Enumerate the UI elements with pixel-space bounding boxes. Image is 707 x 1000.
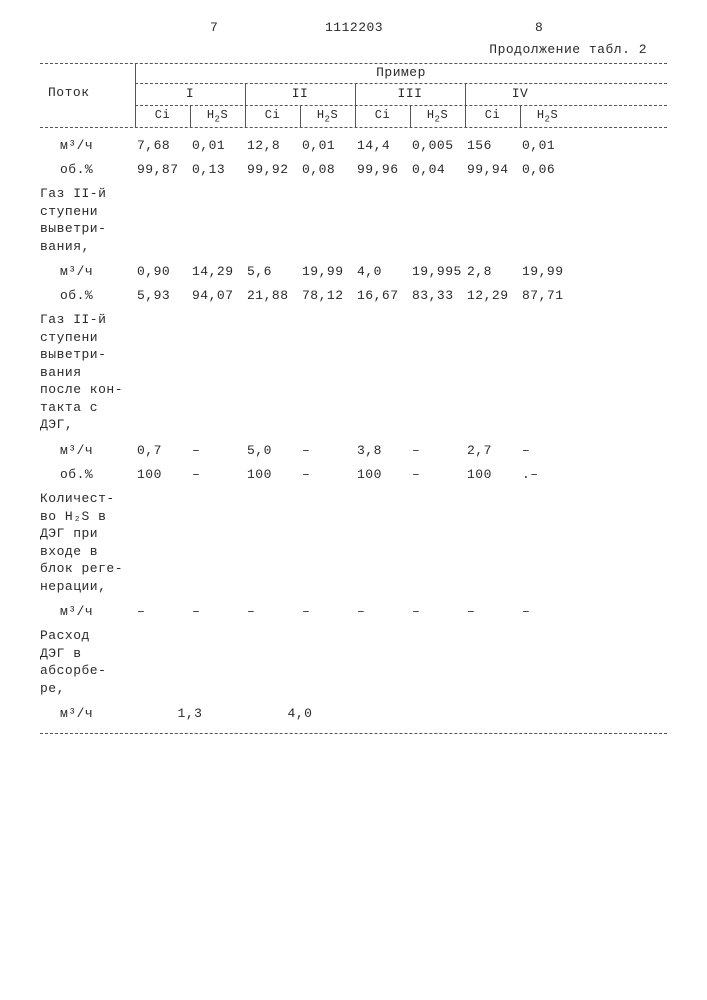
cell: – — [190, 464, 245, 485]
cell: .– — [520, 464, 575, 485]
cell: 0,01 — [300, 135, 355, 156]
table-row: м³/ч7,680,0112,80,0114,40,0051560,01 — [40, 133, 667, 157]
cell: 99,92 — [245, 159, 300, 180]
subcol-h2s: H2S — [410, 108, 465, 124]
cell: 100 — [465, 464, 520, 485]
cell — [355, 710, 465, 716]
section-label: Расход ДЭГ в абсорбе- ре, — [40, 623, 160, 701]
row-label: об.% — [40, 159, 135, 180]
cell: 99,94 — [465, 159, 520, 180]
cell: 99,96 — [355, 159, 410, 180]
cell: 0,90 — [135, 261, 190, 282]
cell: 5,0 — [245, 440, 300, 461]
row-label: м³/ч — [40, 261, 135, 282]
cell: – — [520, 440, 575, 461]
section-label: Количест- во H₂S в ДЭГ при входе в блок … — [40, 486, 160, 599]
cell: 0,04 — [410, 159, 465, 180]
cell: – — [190, 440, 245, 461]
cell: 83,33 — [410, 285, 465, 306]
cell: – — [465, 601, 520, 622]
cell: 3,8 — [355, 440, 410, 461]
cell: 2,8 — [465, 261, 520, 282]
cell: 0,13 — [190, 159, 245, 180]
cell: 87,71 — [520, 285, 575, 306]
cell: – — [300, 601, 355, 622]
table-row: об.%100–100–100–100.– — [40, 462, 667, 486]
table-header: Поток Пример I II III IV CiH2SCiH2SCiH2S… — [40, 63, 667, 127]
cell: 7,68 — [135, 135, 190, 156]
cell: 19,99 — [520, 261, 575, 282]
cell — [465, 710, 575, 716]
cell: 14,4 — [355, 135, 410, 156]
cell: 0,01 — [190, 135, 245, 156]
cell: 0,7 — [135, 440, 190, 461]
cell: – — [410, 440, 465, 461]
cell: 19,995 — [410, 261, 465, 282]
row-label: об.% — [40, 464, 135, 485]
cell: 0,005 — [410, 135, 465, 156]
table-row: м³/ч–––––––– — [40, 599, 667, 623]
cell: 99,87 — [135, 159, 190, 180]
cell: 5,6 — [245, 261, 300, 282]
cell: 100 — [355, 464, 410, 485]
subcol-h2s: H2S — [520, 108, 575, 124]
row-label: м³/ч — [40, 135, 135, 156]
table-continuation-label: Продолжение табл. 2 — [40, 42, 667, 57]
row-label: м³/ч — [40, 601, 135, 622]
cell: 100 — [135, 464, 190, 485]
subcol-ci: Ci — [245, 108, 300, 122]
subcol-ci: Ci — [355, 108, 410, 122]
cell: 19,99 — [300, 261, 355, 282]
cell: 1,3 — [135, 703, 245, 724]
page-num-left: 7 — [210, 20, 218, 35]
cell: 156 — [465, 135, 520, 156]
cell: – — [300, 464, 355, 485]
subcol-h2s: H2S — [190, 108, 245, 124]
table-row: об.%5,9394,0721,8878,1216,6783,3312,2987… — [40, 283, 667, 307]
cell: 0,08 — [300, 159, 355, 180]
cell: 5,93 — [135, 285, 190, 306]
cell: – — [355, 601, 410, 622]
row-label: об.% — [40, 285, 135, 306]
row-label: м³/ч — [40, 703, 135, 724]
cell: 4,0 — [245, 703, 355, 724]
cell: 78,12 — [300, 285, 355, 306]
super-header: Пример — [135, 63, 667, 85]
cell: 16,67 — [355, 285, 410, 306]
cell: 12,29 — [465, 285, 520, 306]
table-row: м³/ч0,7–5,0–3,8–2,7– — [40, 438, 667, 462]
section-label: Газ II-й ступени выветри- вания после ко… — [40, 307, 160, 438]
cell: 2,7 — [465, 440, 520, 461]
table-body: м³/ч7,680,0112,80,0114,40,0051560,01об.%… — [40, 127, 667, 725]
cell: 4,0 — [355, 261, 410, 282]
table-row: м³/ч0,9014,295,619,994,019,9952,819,99 — [40, 259, 667, 283]
cell: – — [410, 464, 465, 485]
cell: 21,88 — [245, 285, 300, 306]
section-label: Газ II-й ступени выветри- вания, — [40, 181, 160, 259]
subcol-h2s: H2S — [300, 108, 355, 124]
cell: – — [245, 601, 300, 622]
cell: 0,01 — [520, 135, 575, 156]
table-row: м³/ч1,34,0 — [40, 701, 667, 725]
cell: – — [135, 601, 190, 622]
cell: 14,29 — [190, 261, 245, 282]
cell: 12,8 — [245, 135, 300, 156]
cell: 0,06 — [520, 159, 575, 180]
page-num-right: 8 — [535, 20, 543, 35]
document-number: 1112203 — [325, 20, 383, 35]
subcol-ci: Ci — [465, 108, 520, 122]
cell: 100 — [245, 464, 300, 485]
page-header-numbers: 7 1112203 8 — [40, 20, 667, 38]
subcol-ci: Ci — [135, 108, 190, 122]
table-row: об.%99,870,1399,920,0899,960,0499,940,06 — [40, 157, 667, 181]
row-header-label: Поток — [48, 85, 90, 100]
row-label: м³/ч — [40, 440, 135, 461]
cell: – — [520, 601, 575, 622]
data-table: Поток Пример I II III IV CiH2SCiH2SCiH2S… — [40, 63, 667, 734]
cell: – — [190, 601, 245, 622]
cell: 94,07 — [190, 285, 245, 306]
cell: – — [300, 440, 355, 461]
cell: – — [410, 601, 465, 622]
